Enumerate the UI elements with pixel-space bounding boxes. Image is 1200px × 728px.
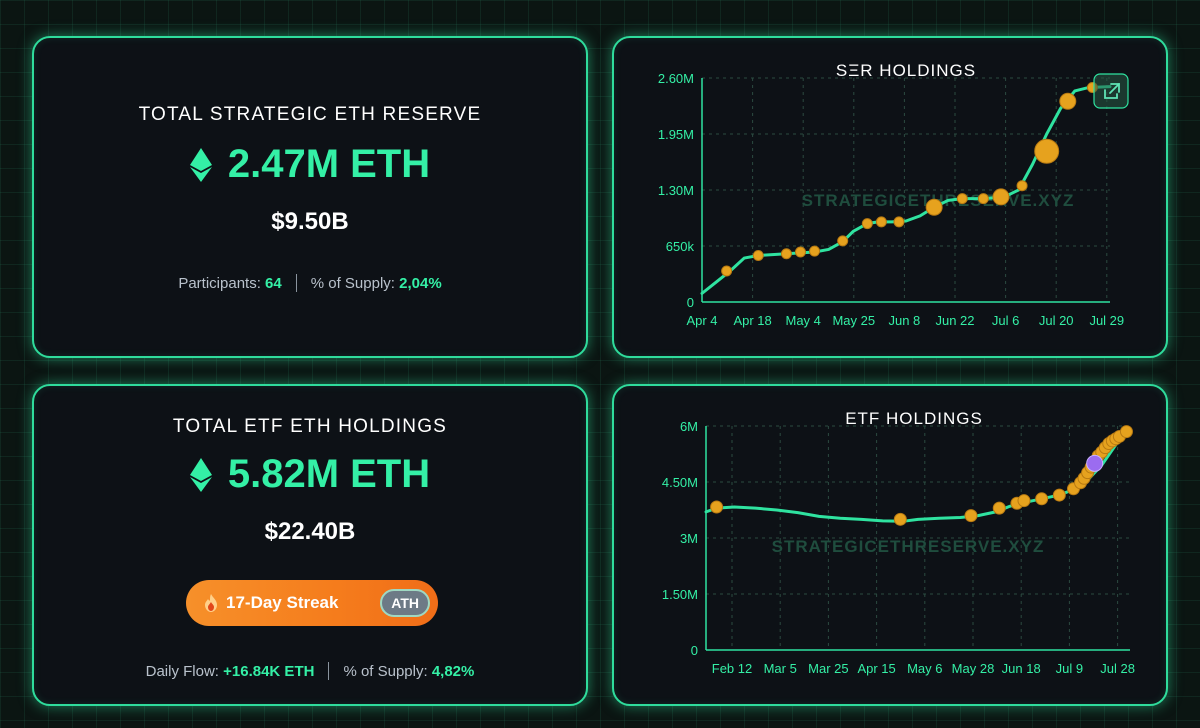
etf-x-tick-label: Jul 9: [1056, 661, 1083, 676]
ser-data-marker[interactable]: [837, 235, 849, 247]
etf-data-marker[interactable]: [992, 501, 1006, 515]
etf-supply-label: % of Supply:: [343, 662, 428, 680]
etf-x-tick-label: Jun 18: [1002, 661, 1041, 676]
ser-data-marker[interactable]: [875, 216, 887, 228]
ser-y-tick-label: 2.60M: [658, 71, 694, 86]
etf-y-tick-label: 6M: [680, 419, 698, 434]
etf-series-line: [704, 430, 1128, 523]
participants-stat: Participants: 64: [178, 275, 281, 292]
ser-data-marker[interactable]: [752, 249, 764, 261]
etf-amount: 5.82M ETH: [34, 452, 586, 497]
etf-special-marker[interactable]: [1086, 454, 1104, 472]
ser-y-tick-label: 1.30M: [658, 183, 694, 198]
etf-chart-title: ETF HOLDINGS: [845, 409, 983, 428]
ser-data-marker[interactable]: [893, 216, 905, 228]
ser-data-marker[interactable]: [809, 245, 821, 257]
etf-data-marker[interactable]: [893, 512, 907, 526]
etf-x-tick-label: Jul 28: [1100, 661, 1135, 676]
etf-data-marker[interactable]: [964, 509, 978, 523]
ser-data-marker[interactable]: [780, 248, 792, 260]
etf-data-marker[interactable]: [1052, 488, 1066, 502]
ser-x-tick-label: Jul 6: [992, 313, 1019, 328]
ser-x-tick-label: Apr 4: [686, 313, 717, 328]
etf-grid: [706, 425, 1130, 650]
ser-data-marker[interactable]: [977, 193, 989, 205]
etf-x-tick-label: Apr 15: [857, 661, 895, 676]
etf-data-marker[interactable]: [1035, 492, 1049, 506]
etf-data-marker[interactable]: [710, 500, 724, 514]
meta-divider: [295, 274, 297, 292]
etf-meta-row: Daily Flow: +16.84K ETH % of Supply: 4,8…: [34, 662, 586, 680]
ser-holdings-chart: 0 650k 1.30M 1.95M 2.60M Apr 4 Apr 18 May 4 May …: [658, 61, 1129, 328]
ser-y-tick-label: 650k: [666, 239, 695, 254]
ser-data-marker[interactable]: [1016, 180, 1028, 192]
ser-amount-value: 2.47M ETH: [227, 142, 431, 186]
ser-data-marker[interactable]: [992, 188, 1010, 206]
ser-data-marker[interactable]: [721, 265, 733, 277]
ser-supply-value: 2,04%: [399, 274, 442, 292]
participants-value: 64: [265, 274, 282, 292]
ser-data-marker[interactable]: [1034, 138, 1060, 164]
etf-y-tick-label: 1.50M: [662, 587, 698, 602]
ser-data-marker[interactable]: [861, 218, 873, 230]
etf-supply-stat: % of Supply: 4,82%: [343, 663, 474, 680]
ser-x-tick-label: Apr 18: [733, 313, 771, 328]
etf-summary-card: TOTAL ETF ETH HOLDINGS 5.82M ETH $22.40B…: [32, 384, 588, 706]
ethereum-icon: [189, 457, 212, 492]
etf-supply-value: 4,82%: [431, 662, 475, 680]
ser-amount: 2.47M ETH: [34, 142, 586, 187]
ser-x-tick-label: May 4: [785, 313, 820, 328]
ser-data-marker[interactable]: [925, 198, 943, 216]
external-link-button[interactable]: [1093, 73, 1129, 109]
etf-x-tick-label: May 28: [952, 661, 995, 676]
etf-x-tick-label: Feb 12: [712, 661, 752, 676]
ser-chart-title: SΞR HOLDINGS: [836, 61, 976, 80]
ser-y-tick-label: 1.95M: [658, 127, 694, 142]
etf-usd-value: $22.40B: [264, 518, 356, 545]
daily-flow-label: Daily Flow:: [145, 662, 219, 680]
ser-data-marker[interactable]: [1059, 92, 1077, 110]
etf-x-tick-label: Mar 25: [808, 661, 848, 676]
ser-data-marker[interactable]: [794, 246, 806, 258]
ser-x-tick-label: May 25: [832, 313, 875, 328]
streak-badge: 17-Day Streak ATH: [186, 580, 438, 626]
ser-supply-stat: % of Supply: 2,04%: [311, 275, 442, 292]
flame-icon: [205, 594, 217, 612]
daily-flow-stat: Daily Flow: +16.84K ETH: [146, 663, 315, 680]
ser-supply-label: % of Supply:: [310, 274, 395, 292]
ser-data-marker[interactable]: [956, 193, 968, 205]
external-link-icon: [1104, 83, 1120, 99]
ser-meta-row: Participants: 64 % of Supply: 2,04%: [34, 274, 586, 292]
ser-x-tick-label: Jul 20: [1039, 313, 1074, 328]
etf-x-tick-label: May 6: [907, 661, 942, 676]
ser-x-tick-label: Jun 22: [935, 313, 974, 328]
etf-data-marker[interactable]: [1119, 425, 1133, 439]
etf-data-marker[interactable]: [1017, 494, 1031, 508]
etf-summary-title: TOTAL ETF ETH HOLDINGS: [172, 416, 448, 437]
etf-holdings-chart: 0 1.50M 3M 4.50M 6M Feb 12 Mar 5 Mar 25 Apr 15 Ma…: [662, 409, 1135, 676]
ethereum-icon: [189, 147, 212, 182]
meta-divider: [328, 662, 330, 680]
ser-y-tick-label: 0: [687, 295, 694, 310]
ser-x-tick-label: Jul 29: [1089, 313, 1124, 328]
daily-flow-value: +16.84K ETH: [223, 662, 315, 680]
participants-label: Participants:: [178, 274, 261, 292]
etf-amount-value: 5.82M ETH: [227, 452, 431, 496]
etf-y-tick-label: 4.50M: [662, 475, 698, 490]
streak-label: 17-Day Streak: [226, 593, 339, 612]
ser-x-tick-label: Jun 8: [888, 313, 920, 328]
etf-chart-card: 0 1.50M 3M 4.50M 6M Feb 12 Mar 5 Mar 25 Apr 15 Ma…: [612, 384, 1168, 706]
etf-x-tick-label: Mar 5: [764, 661, 797, 676]
ser-grid: [701, 77, 1110, 302]
ath-badge: ATH: [380, 589, 430, 617]
ser-summary-title: TOTAL STRATEGIC ETH RESERVE: [138, 104, 482, 125]
ser-summary-card: TOTAL STRATEGIC ETH RESERVE 2.47M ETH $9…: [32, 36, 588, 358]
etf-watermark: STRATEGICETHRESERVE.XYZ: [772, 537, 1045, 556]
etf-y-tick-label: 3M: [680, 531, 698, 546]
ser-usd-value: $9.50B: [271, 208, 349, 235]
etf-y-tick-label: 0: [691, 643, 698, 658]
ser-chart-card: 0 650k 1.30M 1.95M 2.60M Apr 4 Apr 18 May 4 May …: [612, 36, 1168, 358]
